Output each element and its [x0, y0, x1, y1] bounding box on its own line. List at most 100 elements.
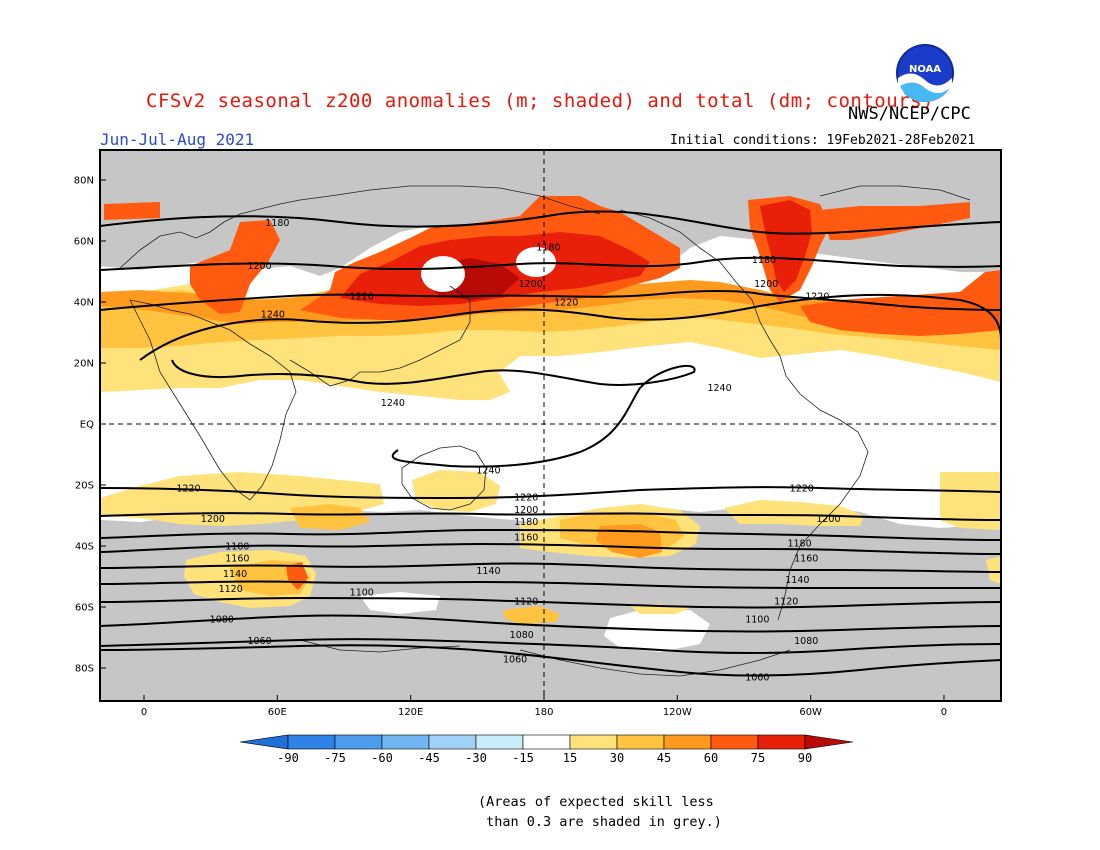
anomaly-south-indian-orange — [290, 504, 370, 530]
contour-label: 1120 — [514, 596, 538, 607]
anomaly-south-atlantic-east — [940, 472, 1001, 530]
contour-label: 1160 — [794, 554, 818, 565]
contour-label: 1100 — [350, 587, 374, 598]
anomaly-45-60-north — [100, 280, 1001, 330]
colorbar: -90 -75 -60 -45 -30 -15 15 30 45 60 75 90 — [239, 734, 854, 765]
colorbar-arrow-left — [239, 734, 289, 750]
colorbar-swatch — [287, 734, 336, 750]
colorbar-swatch — [475, 734, 524, 750]
contour-label: 1100 — [745, 615, 769, 626]
anomaly-antarctic-white — [604, 610, 710, 652]
contour-label: 1200 — [754, 279, 778, 290]
lat-label: 60S — [75, 603, 94, 614]
colorbar-label: 75 — [751, 751, 765, 765]
contour-label: 1180 — [536, 243, 560, 254]
colorbar-label: -75 — [324, 751, 346, 765]
chart-title: CFSv2 seasonal z200 anomalies (m; shaded… — [146, 90, 934, 112]
contour-label: 1200 — [247, 261, 271, 272]
lon-label: 120E — [398, 707, 423, 718]
anomaly-europe — [104, 202, 160, 220]
contour-label: 1200 — [514, 505, 538, 516]
anomaly-south-pacific-high — [504, 606, 560, 624]
contour-label: 1180 — [514, 517, 538, 528]
lat-label: 80S — [75, 664, 94, 675]
colorbar-swatch — [381, 734, 430, 750]
skill-footnote: (Areas of expected skill less than 0.3 a… — [478, 792, 722, 832]
anomaly-yellow-east-edge — [986, 556, 1001, 584]
contour-label: 1220 — [554, 298, 578, 309]
lat-label: 20N — [74, 359, 94, 370]
contour-label: 1220 — [790, 484, 814, 495]
colorbar-swatch — [428, 734, 477, 750]
colorbar-swatch — [757, 734, 806, 750]
contour-label: 1240 — [381, 398, 405, 409]
contour-label: 1220 — [805, 291, 829, 302]
lat-label: 60N — [74, 237, 94, 248]
footnote-line-1: (Areas of expected skill less — [478, 794, 714, 810]
colorbar-label: -45 — [418, 751, 440, 765]
contour-label: 1240 — [707, 383, 731, 394]
contour-label: 1160 — [514, 532, 538, 543]
colorbar-label: 90 — [798, 751, 812, 765]
colorbar-swatch — [334, 734, 383, 750]
colorbar-arrow-right — [804, 734, 854, 750]
lat-label: 40S — [75, 542, 94, 553]
latitude-axis: 80N 60N 40N 20N EQ 20S 40S 60S 80S — [74, 176, 106, 675]
anomaly-south-america-east — [724, 500, 864, 526]
colorbar-swatch — [522, 734, 571, 750]
anomaly-hole-1 — [421, 256, 465, 292]
anomaly-west-asia — [190, 220, 280, 314]
contour-label: 1180 — [265, 218, 289, 229]
anomaly-us-75 — [760, 200, 812, 292]
lat-label: 40N — [74, 298, 94, 309]
lon-label: 60E — [268, 707, 287, 718]
initial-conditions-label: Initial conditions: 19Feb2021-28Feb2021 — [670, 133, 976, 148]
colorbar-label: -60 — [371, 751, 393, 765]
contour-label: 1220 — [514, 493, 538, 504]
contour-label: 1060 — [745, 673, 769, 684]
colorbar-swatch — [569, 734, 618, 750]
longitude-axis: 0 60E 120E 180 120W 60W 0 — [141, 695, 947, 718]
contour-label: 1180 — [752, 255, 776, 266]
contour-label: 1160 — [225, 554, 249, 565]
contour-label: 1220 — [176, 484, 200, 495]
contour-labels: 1180120012201240118012001220124012401240… — [176, 218, 840, 684]
contour-label: 1080 — [510, 630, 534, 641]
contour-label: 1120 — [774, 596, 798, 607]
svg-text:NOAA: NOAA — [909, 64, 941, 75]
contour-label: 1240 — [261, 310, 285, 321]
lat-label: EQ — [80, 420, 94, 431]
contour-label: 1140 — [223, 569, 247, 580]
contour-label: 1240 — [476, 465, 500, 476]
contour-label: 1200 — [201, 514, 225, 525]
contour-label: 1120 — [219, 584, 243, 595]
lon-label: 60W — [799, 707, 822, 718]
colorbar-label: 15 — [563, 751, 577, 765]
lat-label: 80N — [74, 176, 94, 187]
contour-label: 1080 — [210, 615, 234, 626]
contour-label: 1080 — [794, 636, 818, 647]
season-label: Jun-Jul-Aug 2021 — [100, 130, 255, 149]
anomaly-australia-east — [412, 470, 500, 512]
footnote-line-2: than 0.3 are shaded in grey.) — [478, 814, 722, 830]
contour-label: 1180 — [225, 542, 249, 553]
colorbar-label: -30 — [465, 751, 487, 765]
contour-label: 1140 — [785, 575, 809, 586]
contour-label: 1140 — [476, 566, 500, 577]
map-frame — [99, 149, 1002, 702]
lon-label: 0 — [141, 707, 147, 718]
colorbar-label: 30 — [610, 751, 624, 765]
colorbar-swatch — [663, 734, 712, 750]
agency-label: NWS/NCEP/CPC — [848, 104, 971, 124]
anomaly-north-atlantic-2 — [800, 270, 1001, 336]
contour-label: 1220 — [350, 291, 374, 302]
colorbar-label: -15 — [512, 751, 534, 765]
colorbar-label: 45 — [657, 751, 671, 765]
lat-label: 20S — [75, 481, 94, 492]
colorbar-swatch — [616, 734, 665, 750]
contour-label: 1200 — [816, 514, 840, 525]
contour-label: 1060 — [247, 636, 271, 647]
contour-label: 1180 — [787, 538, 811, 549]
noaa-logo: NOAA — [896, 44, 954, 102]
